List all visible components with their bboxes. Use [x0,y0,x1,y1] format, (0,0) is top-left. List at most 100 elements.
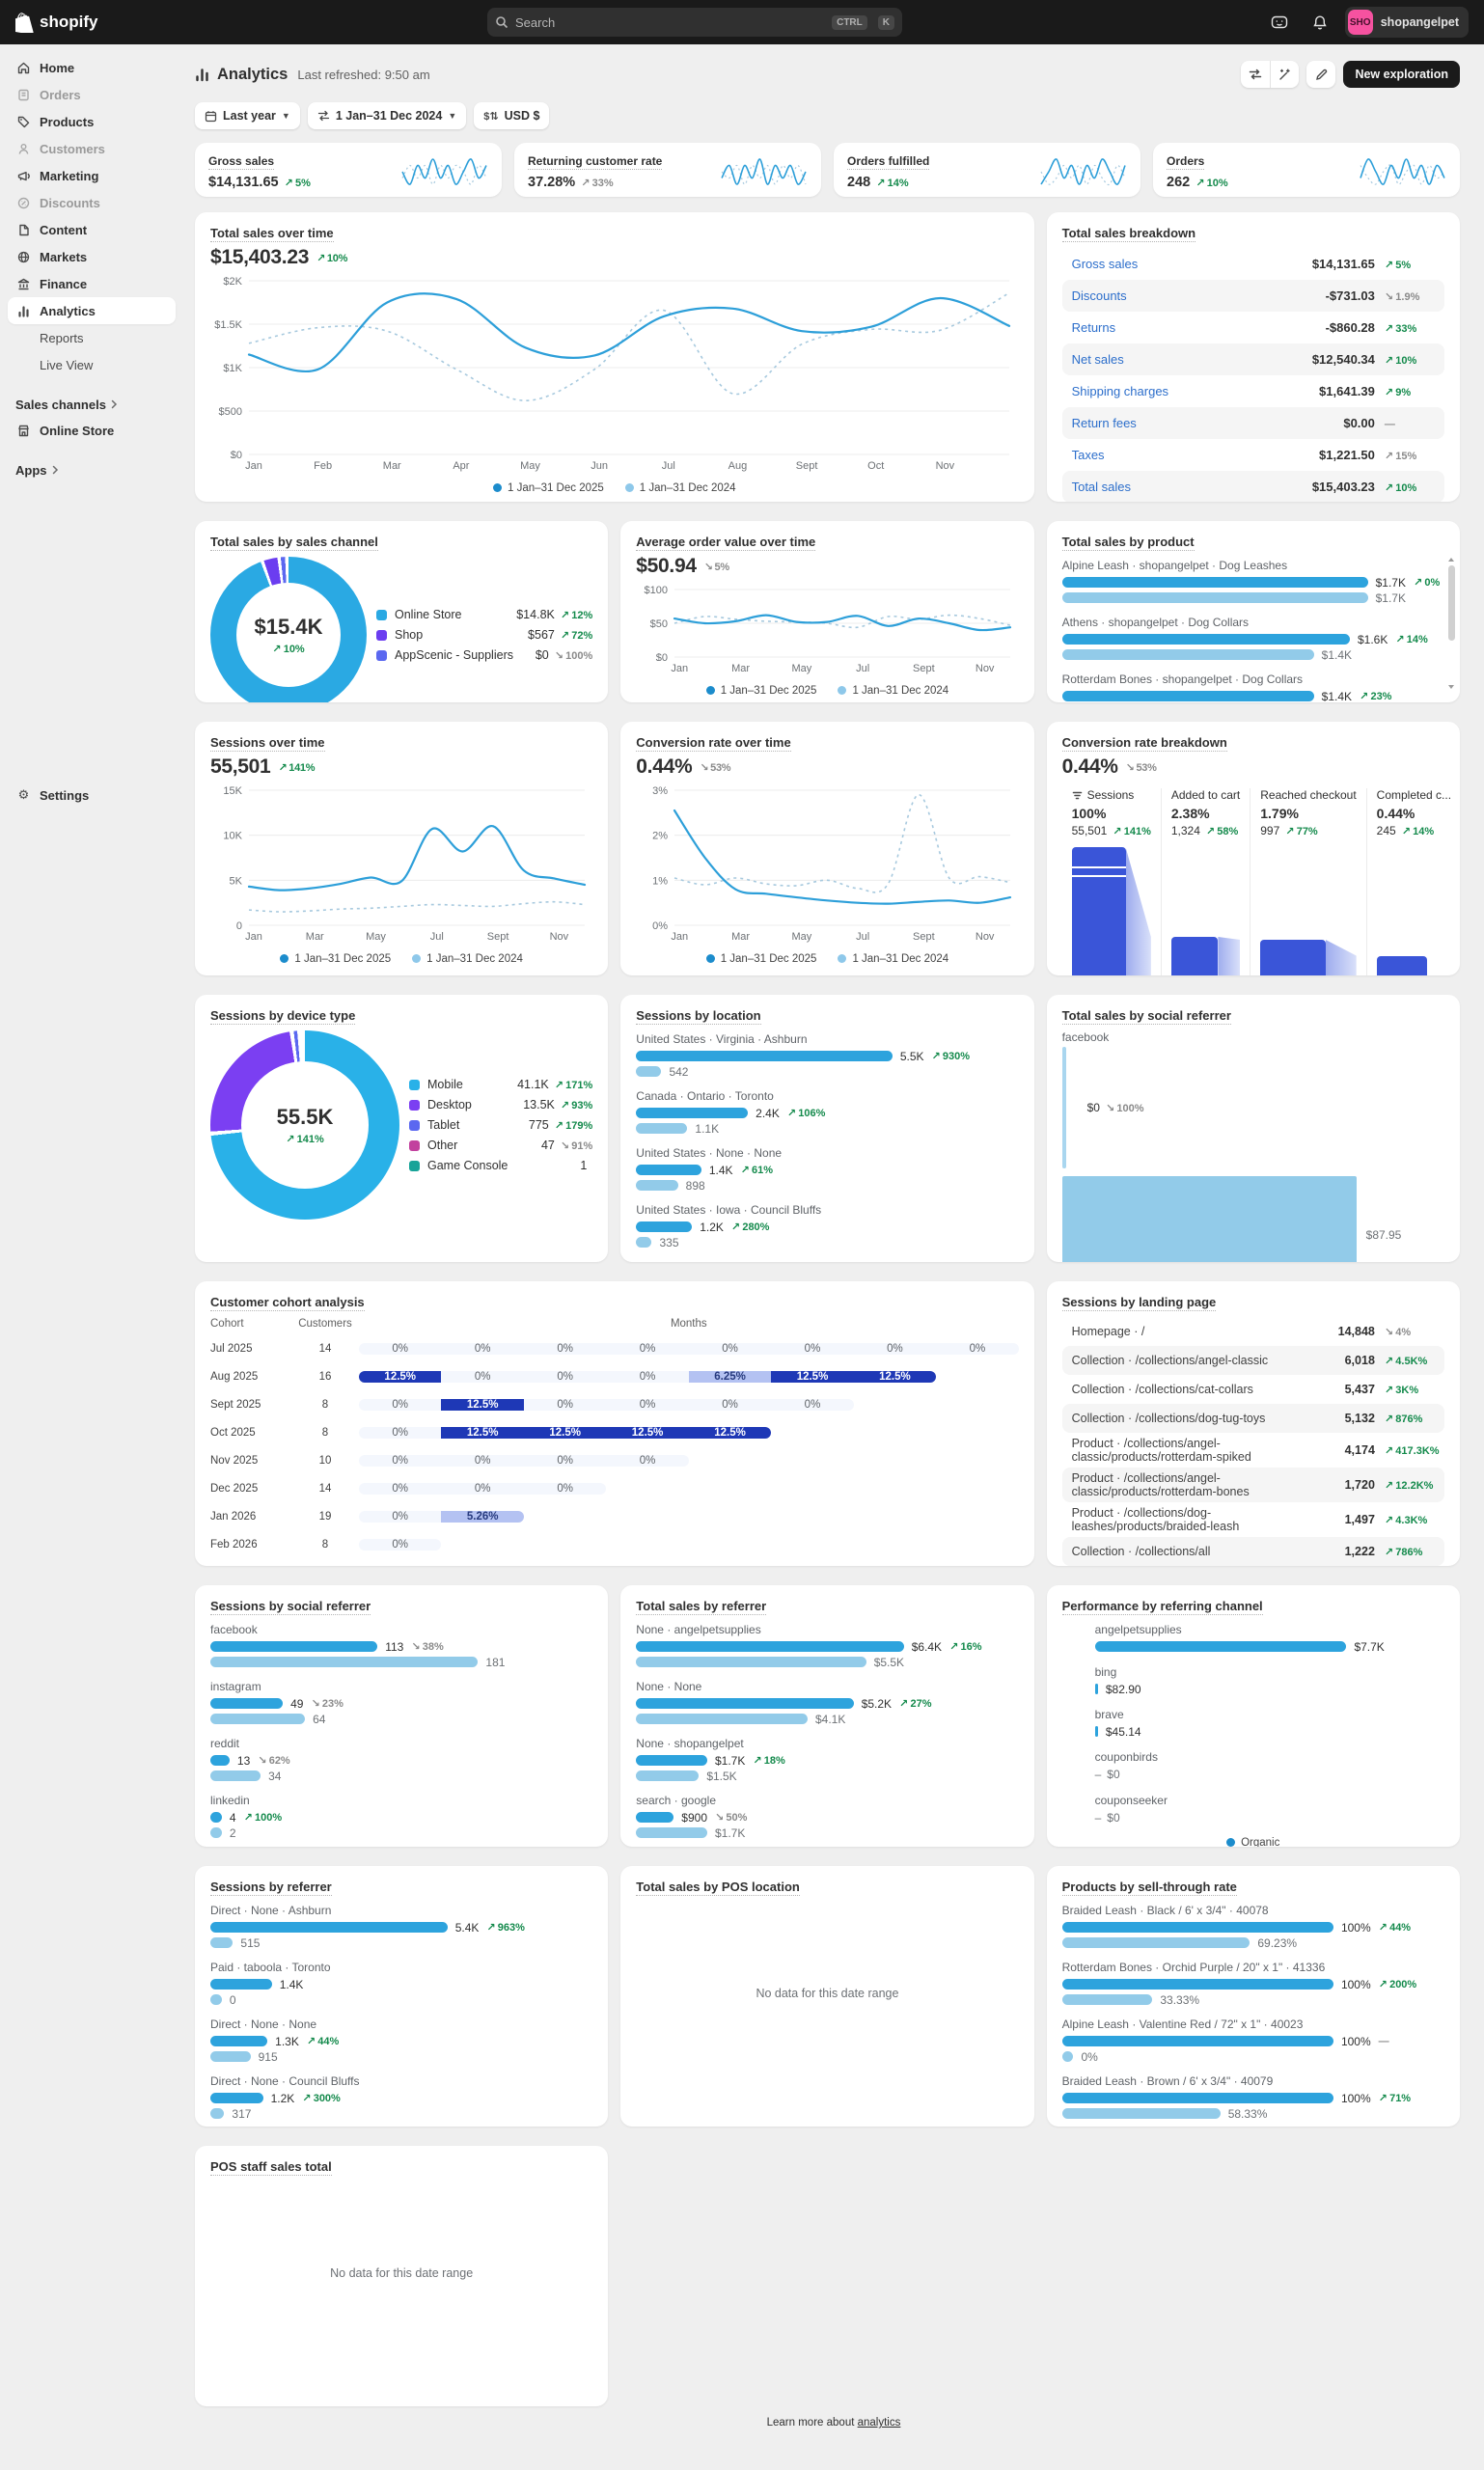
row-label[interactable]: Shipping charges [1071,384,1169,398]
cohort-cell[interactable]: 12.5% [523,1427,607,1439]
table-row[interactable]: Return fees $0.00 — [1061,407,1444,439]
card-title[interactable]: Sessions by social referrer [210,1599,371,1615]
sidekick-icon[interactable] [1264,9,1295,36]
table-row[interactable]: Collection · /collections/cat-collars 5,… [1062,1375,1444,1404]
cohort-cell[interactable]: 12.5% [853,1371,937,1383]
table-row[interactable]: Shipping charges $1,641.39 ↗ 9% [1062,375,1444,407]
funnel-step[interactable]: Sessions 100% 55,501 ↗ 141% [1062,788,1161,975]
sidebar-item-content[interactable]: Content [8,216,176,243]
bar-list-item[interactable]: Rotterdam Bones · Orchid Purple / 20" x … [1061,1961,1444,2007]
legend-item[interactable]: AppScenic - Suppliers $0 ↘ 100% [376,648,592,662]
legend-item[interactable]: Desktop 13.5K ↗ 93% [409,1098,592,1112]
cohort-cell[interactable]: 0% [688,1399,772,1411]
card-title[interactable]: Total sales by social referrer [1061,1008,1231,1025]
sidebar-item-live-view[interactable]: Live View [40,357,94,372]
card-title[interactable]: Total sales breakdown [1061,226,1196,242]
cohort-cell[interactable]: 0% [359,1511,442,1523]
legend-item[interactable]: Shop $567 ↗ 72% [376,628,592,642]
row-label[interactable]: Net sales [1071,352,1124,367]
bar-list-item[interactable]: None · None $5.2K ↗ 27% $4.1K [636,1680,1018,1726]
cohort-cell[interactable]: 5.26% [441,1511,524,1523]
cohort-cell[interactable]: 12.5% [441,1399,524,1411]
bar-list-item[interactable]: couponseeker – $0 [1095,1794,1444,1825]
cohort-cell[interactable]: 0% [441,1483,524,1495]
previous-bar[interactable] [1061,1176,1357,1262]
bar-list-item[interactable]: Paid · taboola · Toronto 1.4K 0 [210,1961,592,2007]
cohort-cell[interactable]: 12.5% [606,1427,689,1439]
notifications-bell-icon[interactable] [1305,9,1335,36]
cohort-cell[interactable]: 0% [523,1455,607,1467]
kpi-gross-sales[interactable]: Gross sales $14,131.65 ↗ 5% [195,143,502,197]
sidebar-item-products[interactable]: Products [8,108,176,135]
bar-list-item[interactable]: United States · Virginia · Ashburn 5.5K ↗… [636,1032,1018,1079]
cohort-cell[interactable]: 0% [606,1399,689,1411]
bar-list-item[interactable]: United States · Iowa · Council Bluffs 1.… [636,1203,1018,1249]
sidebar-section-apps[interactable]: Apps [8,457,176,482]
bar-list-item[interactable]: Rotterdam Bones · shopangelpet · Dog Col… [1061,672,1444,702]
kpi-returning-customer-rate[interactable]: Returning customer rate 37.28% ↗ 33% [514,143,821,197]
scrollbar[interactable] [1447,558,1455,689]
sidebar-item-reports[interactable]: Reports [40,330,84,345]
bar-list-item[interactable]: Direct · None · Council Bluffs 1.2K ↗ 300… [210,2074,592,2121]
card-title[interactable]: Sessions over time [210,735,325,752]
sidebar-item-home[interactable]: Home [8,54,176,81]
cohort-cell[interactable]: 12.5% [771,1371,854,1383]
card-title[interactable]: Average order value over time [636,535,816,551]
sidebar-item-marketing[interactable]: Marketing [8,162,176,189]
cohort-cell[interactable]: 12.5% [688,1427,772,1439]
cohort-cell[interactable]: 0% [523,1371,607,1383]
bar-list-item[interactable]: brave $45.14 [1094,1708,1444,1739]
bar-list-item[interactable]: reddit 13 ↘ 62% 34 [210,1737,592,1783]
funnel-step[interactable]: Added to cart 2.38% 1,324 ↗ 58% [1160,788,1250,975]
cohort-cell[interactable]: 0% [606,1371,689,1383]
table-row[interactable]: Homepage · / 14,848 ↘ 4% [1062,1317,1444,1346]
legend-item[interactable]: Game Console 1 [409,1159,592,1172]
bar-list-item[interactable]: linkedin 4 ↗ 100% 2 [210,1794,592,1840]
table-row[interactable]: Gross sales $14,131.65 ↗ 5% [1062,248,1444,280]
bar-list-item[interactable]: None · shopangelpet $1.7K ↗ 18% $1.5K [636,1737,1018,1783]
bar-list-item[interactable]: couponbirds – $0 [1095,1750,1444,1781]
card-title[interactable]: Conversion rate breakdown [1061,735,1227,752]
sidebar-item-settings[interactable]: ⚙ Settings [8,782,176,809]
shopify-logo[interactable]: shopify [15,12,97,33]
row-label[interactable]: Return fees [1071,416,1137,430]
sidebar-item-customers[interactable]: Customers [8,135,176,162]
kpi-orders-fulfilled[interactable]: Orders fulfilled 248 ↗ 14% [834,143,1140,197]
bar-list-item[interactable]: Braided Leash · Brown / 6' x 3/4" · 4007… [1061,2074,1444,2121]
funnel-step[interactable]: Completed c... 0.44% 245 ↗ 14% [1365,788,1460,975]
bar-list-item[interactable]: angelpetsupplies $7.7K [1094,1623,1444,1654]
filter-compare-period[interactable]: 1 Jan–31 Dec 2024 ▼ [307,102,467,129]
row-label[interactable]: Returns [1071,320,1116,335]
card-title[interactable]: Products by sell-through rate [1061,1880,1237,1896]
row-label[interactable]: Discounts [1071,288,1127,303]
card-title[interactable]: Conversion rate over time [636,735,791,752]
card-title[interactable]: Total sales by POS location [636,1880,800,1896]
bar-list-item[interactable]: Direct · None · None 1.3K ↗ 44% 915 [210,2017,592,2064]
table-row[interactable]: Product · /collections/angel-classic/pro… [1062,1433,1444,1468]
current-bar[interactable] [1061,1047,1066,1168]
bar-list-item[interactable]: Alpine Leash · shopangelpet · Dog Leashe… [1061,559,1444,605]
cohort-cell[interactable]: 0% [359,1427,442,1439]
sidebar-item-orders[interactable]: Orders [8,81,176,108]
cohort-cell[interactable]: 0% [606,1455,689,1467]
table-row[interactable]: Product · /collections/dog-leashes/produ… [1062,1502,1444,1537]
legend-item[interactable]: Online Store $14.8K ↗ 12% [376,608,592,621]
cohort-cell[interactable]: 6.25% [688,1371,772,1383]
card-title[interactable]: Customer cohort analysis [210,1295,365,1311]
legend-item[interactable]: Tablet 775 ↗ 179% [409,1118,592,1132]
cohort-cell[interactable]: 0% [359,1455,442,1467]
sidebar-item-online-store[interactable]: Online Store [8,417,176,444]
table-row[interactable]: Net sales $12,540.34 ↗ 10% [1061,343,1444,375]
table-row[interactable]: Discounts -$731.03 ↘ 1.9% [1061,280,1444,312]
card-title[interactable]: Total sales by sales channel [210,535,378,551]
cohort-cell[interactable]: 0% [523,1399,607,1411]
card-title[interactable]: Total sales over time [210,226,334,242]
bar-list-item[interactable]: Athens · shopangelpet · Dog Collars $1.6… [1061,616,1444,662]
card-title[interactable]: Sessions by device type [210,1008,356,1025]
table-row[interactable]: Collection · /collections/angel-classic … [1061,1346,1444,1375]
cohort-cell[interactable]: 12.5% [359,1371,442,1383]
table-row[interactable]: Total sales $15,403.23 ↗ 10% [1061,471,1444,502]
cohort-cell[interactable]: 0% [441,1455,524,1467]
row-label[interactable]: Gross sales [1071,257,1139,271]
filter-date-range[interactable]: Last year ▼ [195,102,300,129]
